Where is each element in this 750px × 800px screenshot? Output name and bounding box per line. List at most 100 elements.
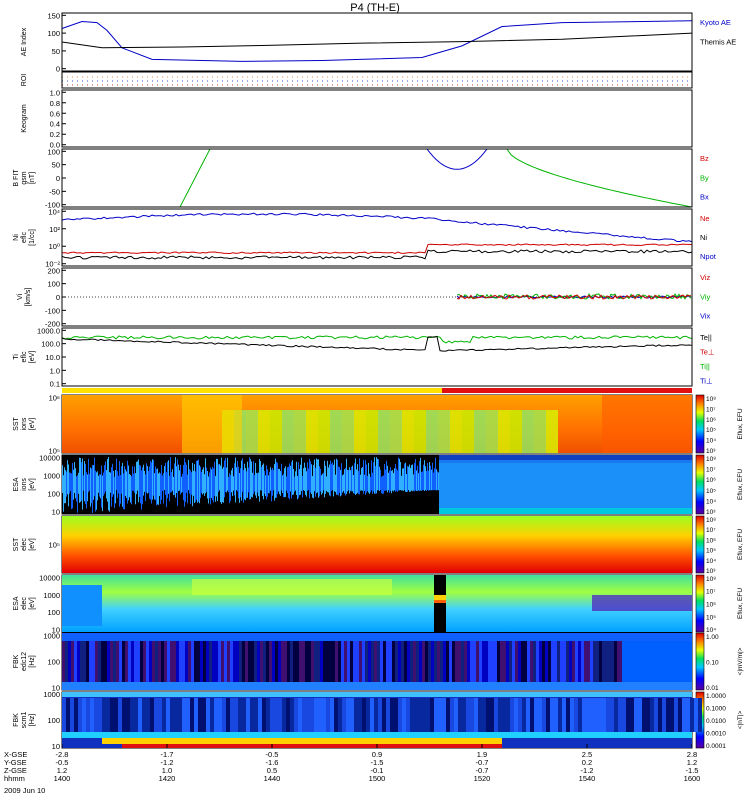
fbk1-cell (233, 641, 236, 682)
fbk2-cell (262, 698, 266, 732)
esa1-cell (130, 474, 131, 503)
y-axis-label: FBK edc12 [Hz] (13, 652, 36, 671)
esa1-cell (91, 468, 92, 504)
fbk1-cell (530, 641, 533, 682)
fbk2-cell (602, 698, 606, 732)
fbk2-cell (186, 698, 190, 732)
fbk2-cell (130, 698, 134, 732)
fbk1-cell (329, 641, 332, 682)
esa1-cell (405, 462, 406, 492)
y-axis-label-line: eflc (21, 351, 28, 362)
esa2-cell (592, 595, 692, 611)
fbk1-cell (191, 641, 194, 682)
esa1-cell (260, 461, 261, 491)
esa1-cell (112, 463, 113, 497)
sst1-cell (522, 410, 534, 453)
esa1-cell (161, 465, 162, 500)
esa1-cell (381, 476, 382, 494)
esa1-cell (246, 471, 247, 498)
fbk2-cell (474, 698, 478, 732)
fbk2-cell (554, 698, 558, 732)
y-tick-label: 100 (47, 658, 60, 667)
x-tick-label: 1.2 (687, 758, 697, 767)
esa1-cell (93, 465, 94, 500)
fbk1-cell (98, 641, 101, 682)
fbk2-cell (298, 698, 302, 732)
esa1-cell (257, 473, 258, 493)
colorbar-tick-label: 10⁷ (706, 467, 716, 474)
y-tick-label: 0 (56, 174, 60, 183)
fbk2-cell (354, 698, 358, 732)
fbk2-cell (62, 698, 66, 732)
fbk1-cell (197, 641, 200, 682)
fbk2-cell (510, 698, 514, 732)
esa1-cell (282, 475, 283, 494)
colorbar-tick-label: 10⁵ (706, 427, 716, 434)
y-axis-label-line: FBK (13, 713, 20, 727)
esa1-cell (372, 472, 373, 494)
sst1-cell (306, 410, 318, 453)
sst1-cell (474, 410, 486, 453)
colorbar-tick-label: 10³ (706, 448, 716, 455)
fbk2-cell (90, 698, 94, 732)
y-tick-label: 0.4 (50, 120, 60, 129)
fbk1-cell (470, 641, 473, 682)
esa1-cell (186, 464, 187, 493)
y-tick-label: 50 (52, 47, 60, 56)
x-tick-label: -1.2 (581, 766, 594, 775)
fbk1-cell (596, 641, 599, 682)
esa1-cell (321, 475, 322, 495)
esa1-cell (141, 470, 142, 510)
fbk1-cell (260, 641, 263, 682)
fbk1-cell (575, 641, 578, 682)
esa1-cell (79, 457, 80, 503)
esa1-cell (239, 473, 240, 503)
fbk2-cell (234, 698, 238, 732)
esa1-cell (150, 460, 151, 500)
fbk1-cell (344, 641, 347, 682)
sst1-cell (246, 410, 258, 453)
esa1-cell (301, 457, 302, 492)
fbk2-cell (202, 698, 206, 732)
fbk1-cell (488, 641, 491, 682)
esa1-cell (99, 474, 100, 497)
fbk1-cell (89, 641, 92, 682)
y-axis-label-line: ions (21, 417, 28, 430)
fbk2-cell (626, 698, 630, 732)
fbk2-cell (530, 698, 534, 732)
colorbar-label-text: Eflux, EFU (737, 408, 744, 439)
fbk1-cell (584, 641, 587, 682)
fbk2-cell (286, 698, 290, 732)
esa1-cell (119, 460, 120, 507)
esa1-cell (95, 470, 96, 512)
esa1-cell (357, 464, 358, 493)
esa2-cell (434, 595, 446, 600)
y-axis-label-line: ions (21, 478, 28, 491)
esa1-cell (96, 472, 97, 510)
y-axis-label: SST ions [eV] (13, 416, 36, 430)
fbk2-cell (634, 698, 638, 732)
fbk1-cell (581, 641, 584, 682)
sst1-cell (402, 410, 414, 453)
fbk1-cell (236, 641, 239, 682)
fbk1-cell (500, 641, 503, 682)
esa1-cell (197, 460, 198, 503)
y-tick-label: 100.0 (41, 340, 60, 349)
fbk2-cell (550, 698, 554, 732)
fbk1-cell (350, 641, 353, 682)
sst1-cell (330, 410, 342, 453)
esa1-cell (289, 463, 290, 500)
fbk2-cell (242, 698, 246, 732)
esa1-spectrogram (62, 455, 692, 514)
esa1-cell (379, 466, 380, 492)
esa1-cell (427, 463, 428, 491)
esa1-cell (299, 469, 300, 496)
esa1-cell (103, 472, 104, 496)
esa1-cell (439, 455, 692, 460)
esa1-cell (203, 467, 204, 494)
fbk2-cell (638, 698, 642, 732)
y-axis-label-line: Vi (17, 294, 24, 301)
esa1-cell (287, 467, 288, 494)
esa1-cell (116, 458, 117, 491)
esa1-cell (393, 473, 394, 492)
